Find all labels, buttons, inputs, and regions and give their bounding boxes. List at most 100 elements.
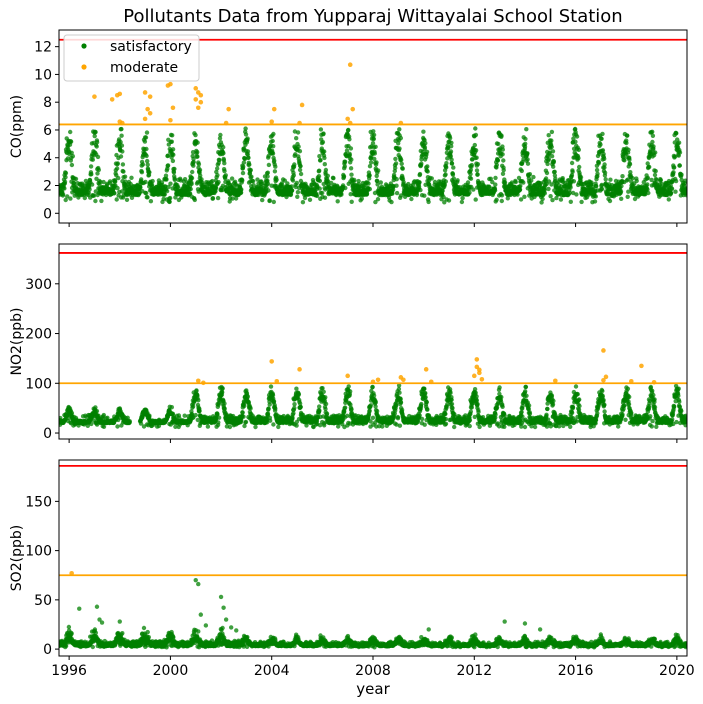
data-point — [268, 384, 274, 389]
data-point — [321, 131, 326, 136]
data-point — [371, 129, 376, 134]
data-point — [398, 400, 404, 405]
data-point — [389, 199, 394, 205]
data-point — [115, 185, 120, 191]
data-point — [373, 199, 378, 205]
data-point — [400, 166, 405, 171]
data-point — [322, 155, 327, 161]
data-point — [170, 158, 176, 164]
data-point — [493, 175, 498, 181]
data-point — [608, 177, 613, 182]
moderate-points-co — [92, 62, 404, 126]
data-point — [513, 179, 518, 185]
data-point — [473, 390, 478, 395]
data-point — [441, 194, 446, 200]
data-point — [368, 403, 374, 408]
y-tick-label: 6 — [43, 123, 52, 139]
data-point — [473, 148, 479, 153]
data-point — [270, 393, 276, 398]
data-point — [574, 134, 580, 139]
data-point — [399, 407, 405, 413]
data-point — [502, 180, 508, 185]
data-point — [677, 150, 683, 155]
data-point — [626, 147, 631, 152]
data-point — [295, 190, 301, 195]
data-point — [370, 141, 376, 146]
data-point — [447, 135, 453, 141]
data-point — [89, 421, 94, 427]
data-point — [230, 196, 235, 201]
data-point — [220, 390, 225, 395]
data-point — [294, 180, 299, 186]
data-point — [195, 140, 200, 145]
data-point — [397, 390, 402, 395]
data-point — [93, 405, 98, 410]
data-point — [220, 386, 225, 391]
data-point — [423, 141, 428, 146]
data-point — [144, 146, 149, 152]
data-point — [467, 190, 472, 195]
data-point — [672, 154, 678, 159]
data-point — [634, 178, 639, 184]
data-point — [472, 387, 478, 392]
data-point — [625, 194, 630, 199]
data-point — [167, 195, 173, 201]
data-point — [321, 389, 326, 394]
data-point — [251, 183, 256, 188]
data-point — [542, 191, 547, 196]
data-point — [119, 143, 125, 148]
data-point — [443, 179, 448, 184]
data-point — [222, 168, 227, 174]
data-point — [684, 187, 687, 192]
data-point — [560, 176, 565, 181]
data-point — [63, 197, 68, 203]
data-point — [271, 199, 276, 205]
data-point — [317, 154, 322, 159]
data-point — [318, 127, 324, 132]
data-point — [627, 162, 633, 167]
data-point — [393, 161, 399, 166]
data-point — [114, 197, 119, 202]
data-point — [449, 401, 455, 407]
data-point — [539, 200, 544, 205]
data-point — [273, 406, 278, 411]
data-point — [626, 189, 631, 194]
data-point — [558, 197, 564, 202]
data-point — [73, 176, 79, 182]
data-point — [424, 399, 429, 405]
data-point — [323, 406, 328, 412]
data-point — [622, 158, 627, 163]
y-tick-label: 0 — [43, 206, 52, 222]
data-point — [419, 401, 424, 407]
data-point — [349, 407, 354, 412]
data-point — [266, 406, 271, 411]
data-point — [500, 152, 505, 157]
data-point — [94, 140, 100, 145]
data-point — [191, 163, 196, 168]
chart-title: Pollutants Data from Yupparaj Wittayalai… — [123, 6, 622, 27]
data-point — [603, 177, 608, 182]
data-point — [62, 179, 68, 184]
data-point — [542, 187, 547, 193]
data-point — [493, 412, 498, 417]
data-point — [320, 386, 325, 391]
data-point — [89, 182, 95, 187]
data-point — [419, 416, 425, 422]
data-point — [602, 170, 608, 175]
data-point — [265, 174, 270, 179]
data-point — [571, 136, 576, 141]
data-point — [345, 116, 350, 122]
data-point — [196, 398, 201, 403]
data-point — [490, 179, 495, 185]
data-point — [632, 196, 638, 202]
data-point — [329, 180, 334, 186]
data-point — [474, 398, 479, 403]
data-point — [222, 401, 227, 406]
data-point — [443, 421, 449, 426]
data-point — [294, 423, 299, 428]
data-point — [429, 176, 434, 181]
data-point — [372, 156, 377, 162]
data-point — [324, 411, 330, 416]
data-point — [94, 144, 99, 149]
data-point — [191, 159, 196, 165]
